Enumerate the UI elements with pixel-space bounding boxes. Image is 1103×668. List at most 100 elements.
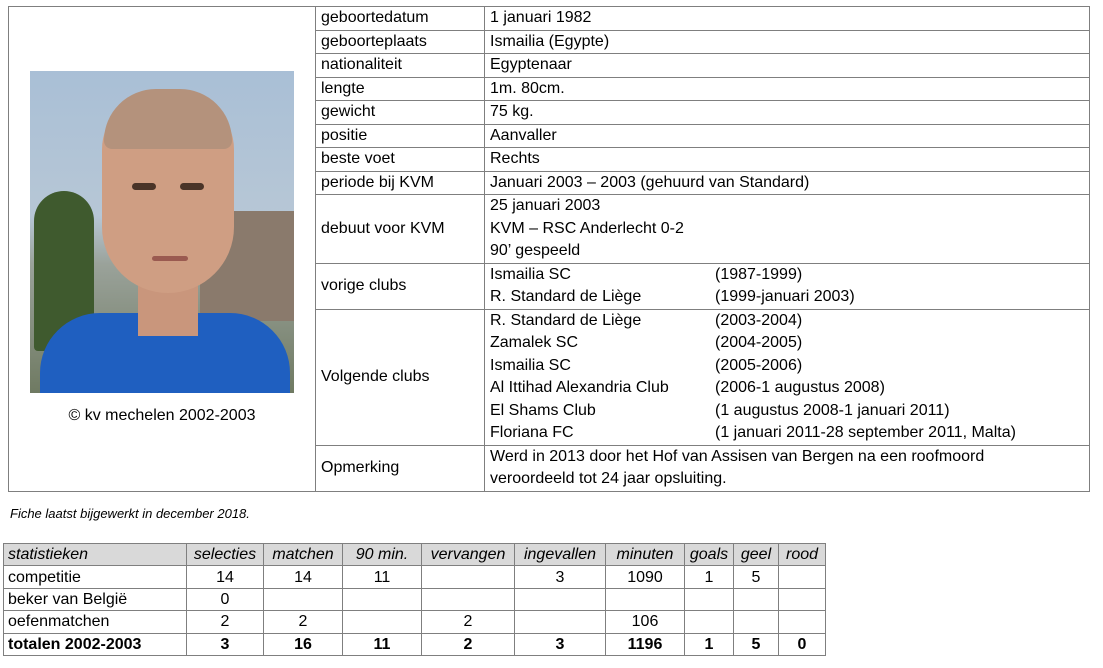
value-beste-voet: Rechts xyxy=(484,147,1090,172)
stats-cell: 14 xyxy=(263,565,343,589)
opmerking-line: veroordeeld tot 24 jaar opsluiting. xyxy=(490,470,727,487)
label-periode: periode bij KVM xyxy=(315,170,485,195)
stats-cell: 1090 xyxy=(605,565,685,589)
stats-cell: 3 xyxy=(514,632,606,656)
club-name: Ismailia SC xyxy=(490,356,571,374)
label-nationaliteit: nationaliteit xyxy=(315,53,485,78)
value-geboorteplaats: Ismailia (Egypte) xyxy=(484,29,1090,54)
label-lengte: lengte xyxy=(315,76,485,101)
value-vorige-clubs: Ismailia SC (1987-1999) R. Standard de Li… xyxy=(484,262,1090,310)
label-volgende-clubs: Volgende clubs xyxy=(315,308,485,446)
stats-cell: 0 xyxy=(778,632,826,656)
stats-cell xyxy=(421,565,515,589)
label-geboorteplaats: geboorteplaats xyxy=(315,29,485,54)
label-gewicht: gewicht xyxy=(315,100,485,125)
club-name: Ismailia SC xyxy=(490,265,571,283)
club-period: (2006-1 augustus 2008) xyxy=(715,379,885,396)
stats-cell xyxy=(342,610,422,634)
stats-row-totalen: totalen 2002-2003 3 16 11 2 3 1196 1 5 0 xyxy=(3,632,826,656)
club-period: (2003-2004) xyxy=(715,311,803,329)
stats-cell: 2 xyxy=(421,610,515,634)
stats-cell: 1196 xyxy=(605,632,685,656)
stats-row-competitie: competitie 14 14 11 3 1090 1 5 xyxy=(3,565,826,589)
stats-header: ingevallen xyxy=(514,542,606,567)
value-nationaliteit: Egyptenaar xyxy=(484,53,1090,78)
stats-row-oefenmatchen: oefenmatchen 2 2 2 106 xyxy=(3,610,826,634)
value-volgende-clubs: R. Standard de Liège (2003-2004) Zamalek … xyxy=(484,308,1090,446)
value-geboortedatum: 1 januari 1982 xyxy=(484,6,1090,31)
stats-header: matchen xyxy=(263,542,343,567)
club-row: Zamalek SC (2004-2005) xyxy=(490,332,1084,355)
stats-cell xyxy=(342,587,422,612)
stats-row-beker: beker van België 0 xyxy=(3,587,826,612)
stats-header: vervangen xyxy=(421,542,515,567)
player-fiche-table: © kv mechelen 2002-2003 geboortedatum 1 … xyxy=(8,6,1090,492)
label-opmerking: Opmerking xyxy=(315,444,485,492)
stats-cell xyxy=(684,587,734,612)
debuut-line: 25 januari 2003 xyxy=(490,197,601,214)
club-row: R. Standard de Liège (2003-2004) xyxy=(490,310,1084,333)
club-name: Floriana FC xyxy=(490,424,574,441)
club-name: Al Ittihad Alexandria Club xyxy=(490,379,669,396)
stats-header: selecties xyxy=(186,542,264,567)
label-beste-voet: beste voet xyxy=(315,147,485,172)
stats-cell: totalen 2002-2003 xyxy=(3,632,187,656)
stats-cell xyxy=(514,587,606,612)
photo-caption: © kv mechelen 2002-2003 xyxy=(68,406,256,424)
value-gewicht: 75 kg. xyxy=(484,100,1090,125)
stats-cell: 14 xyxy=(186,565,264,589)
stats-cell xyxy=(263,587,343,612)
club-period: (2004-2005) xyxy=(715,334,803,351)
club-period: (1 januari 2011-28 september 2011, Malta… xyxy=(715,424,1016,441)
update-note: Fiche laatst bijgewerkt in december 2018… xyxy=(10,506,250,521)
stats-cell xyxy=(684,610,734,634)
stats-cell xyxy=(605,587,685,612)
stats-cell xyxy=(778,610,826,634)
stats-cell xyxy=(778,565,826,589)
stats-cell: 2 xyxy=(263,610,343,634)
club-name: Zamalek SC xyxy=(490,334,579,351)
club-name: R. Standard de Liège xyxy=(490,288,642,305)
stats-cell xyxy=(733,610,779,634)
debuut-line: KVM – RSC Anderlecht 0-2 xyxy=(490,219,684,237)
player-photo xyxy=(30,70,294,393)
club-period: (2005-2006) xyxy=(715,356,803,374)
club-row: Ismailia SC (1987-1999) xyxy=(490,264,1084,287)
stats-cell: 0 xyxy=(186,587,264,612)
photo-cell: © kv mechelen 2002-2003 xyxy=(8,6,316,492)
stats-cell: 11 xyxy=(342,632,422,656)
stats-cell: oefenmatchen xyxy=(3,610,187,634)
club-name: El Shams Club xyxy=(490,401,596,419)
statistics-table: statistieken selecties matchen 90 min. v… xyxy=(3,542,826,656)
value-positie: Aanvaller xyxy=(484,123,1090,148)
stats-cell: 2 xyxy=(421,632,515,656)
value-debuut: 25 januari 2003 KVM – RSC Anderlecht 0-2… xyxy=(484,194,1090,264)
value-opmerking: Werd in 2013 door het Hof van Assisen va… xyxy=(484,444,1090,492)
stats-cell: 1 xyxy=(684,632,734,656)
stats-header-row: statistieken selecties matchen 90 min. v… xyxy=(3,542,826,567)
stats-cell xyxy=(514,610,606,634)
stats-cell: 3 xyxy=(186,632,264,656)
club-period: (1999-januari 2003) xyxy=(715,288,855,305)
stats-cell: 3 xyxy=(514,565,606,589)
club-period: (1987-1999) xyxy=(715,265,803,283)
stats-cell: 16 xyxy=(263,632,343,656)
club-row: R. Standard de Liège (1999-januari 2003) xyxy=(490,286,1084,309)
debuut-line: 90’ gespeeld xyxy=(490,242,581,259)
stats-header: 90 min. xyxy=(342,542,422,567)
value-periode: Januari 2003 – 2003 (gehuurd van Standar… xyxy=(484,170,1090,195)
stats-header: minuten xyxy=(605,542,685,567)
stats-cell xyxy=(733,587,779,612)
label-debuut: debuut voor KVM xyxy=(315,194,485,264)
club-row: El Shams Club (1 augustus 2008-1 januari … xyxy=(490,400,1084,423)
stats-header: geel xyxy=(733,542,779,567)
label-positie: positie xyxy=(315,123,485,148)
stats-header: goals xyxy=(684,542,734,567)
label-geboortedatum: geboortedatum xyxy=(315,6,485,31)
stats-cell xyxy=(421,587,515,612)
club-row: Al Ittihad Alexandria Club (2006-1 august… xyxy=(490,377,1084,400)
stats-cell: beker van België xyxy=(3,587,187,612)
stats-cell: 11 xyxy=(342,565,422,589)
club-row: Ismailia SC (2005-2006) xyxy=(490,355,1084,378)
label-vorige-clubs: vorige clubs xyxy=(315,262,485,310)
